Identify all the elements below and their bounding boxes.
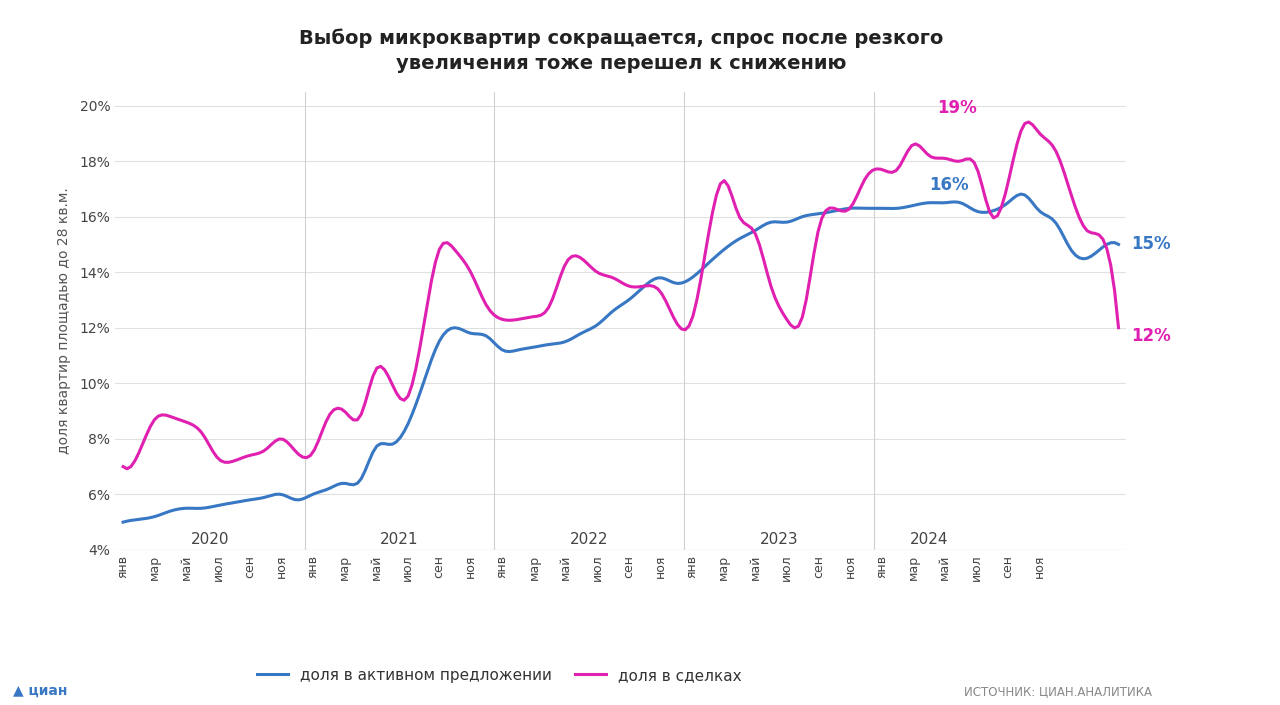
Title: Выбор микроквартир сокращается, спрос после резкого
увеличения тоже перешел к сн: Выбор микроквартир сокращается, спрос по…: [298, 29, 943, 73]
Text: 19%: 19%: [937, 99, 977, 116]
Text: ИСТОЧНИК: ЦИАН.АНАЛИТИКА: ИСТОЧНИК: ЦИАН.АНАЛИТИКА: [964, 685, 1152, 698]
Text: 2024: 2024: [910, 532, 948, 547]
Legend: доля в активном предложении, доля в сделках: доля в активном предложении, доля в сдел…: [251, 662, 748, 689]
Text: 2021: 2021: [380, 532, 419, 547]
Text: ▲ циан: ▲ циан: [13, 684, 67, 698]
Text: 16%: 16%: [929, 176, 969, 195]
Text: 2023: 2023: [759, 532, 799, 547]
Text: 2020: 2020: [191, 532, 229, 547]
Y-axis label: доля квартир площадью до 28 кв.м.: доля квартир площадью до 28 кв.м.: [58, 188, 72, 454]
Text: 2022: 2022: [570, 532, 608, 547]
Text: 12%: 12%: [1132, 327, 1171, 345]
Text: 15%: 15%: [1132, 235, 1171, 253]
